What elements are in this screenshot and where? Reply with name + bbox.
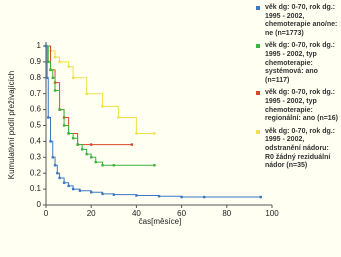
x-tick-label: 0 — [44, 209, 49, 218]
step-segment — [52, 77, 56, 91]
step-segment — [82, 148, 88, 155]
step-segment — [68, 66, 74, 78]
step-segment — [91, 191, 103, 194]
censor-marker — [130, 143, 134, 146]
step-segment — [46, 45, 48, 78]
step-segment — [73, 137, 79, 145]
step-segment — [59, 109, 65, 126]
step-segment — [136, 194, 160, 197]
y-tick-label: 0.1 — [30, 184, 42, 193]
x-axis-title: čas[měsíce] — [139, 217, 182, 226]
step-segment — [55, 164, 58, 174]
y-tick-label: 0.7 — [30, 89, 42, 98]
legend-swatch — [256, 129, 260, 134]
y-tick-label: 0.4 — [30, 137, 42, 146]
legend-label: věk dg: 0-70, rok dg.: 1995 - 2002, typ … — [265, 42, 336, 84]
legend: věk dg: 0-70, rok dg.: 1995 - 2002, chem… — [255, 4, 339, 175]
step-segment — [48, 61, 52, 70]
step-segment — [77, 144, 83, 150]
legend-entry: věk dg: 0-70, rok dg.: 1995 - 2002, chem… — [255, 4, 339, 38]
y-axis-title: Kumulativní podíl přežívajících — [7, 71, 16, 180]
step-segment — [50, 50, 56, 58]
censor-marker — [78, 189, 82, 192]
step-segment — [59, 61, 70, 67]
y-tick-label: 0.6 — [30, 105, 42, 114]
legend-swatch — [256, 6, 260, 10]
x-tick-label: 20 — [87, 209, 96, 218]
legend-entry: věk dg: 0-70, rok dg.: 1995 - 2002, odst… — [255, 128, 339, 171]
step-segment — [68, 132, 74, 139]
censor-marker — [180, 195, 183, 199]
step-segment — [50, 140, 54, 158]
x-tick-label: 40 — [132, 209, 141, 218]
x-tick-label: 80 — [222, 209, 231, 218]
y-tick-label: 0 — [37, 200, 42, 209]
step-segment — [113, 194, 137, 196]
y-tick-label: 0.9 — [30, 57, 42, 66]
legend-label: věk dg: 0-70, rok dg.: 1995 - 2002, typ … — [265, 89, 338, 123]
x-tick-label: 60 — [177, 209, 186, 218]
step-segment — [50, 69, 54, 78]
step-segment — [159, 195, 183, 198]
legend-swatch — [256, 91, 260, 96]
step-segment — [102, 105, 119, 118]
censor-marker — [71, 187, 75, 191]
step-segment — [73, 77, 88, 94]
step-segment — [86, 93, 103, 107]
y-tick-label: 1 — [37, 41, 42, 50]
censor-marker — [153, 132, 156, 135]
step-segment — [52, 156, 56, 166]
step-segment — [91, 156, 97, 163]
step-segment — [47, 77, 49, 118]
y-tick-label: 0.5 — [30, 121, 42, 130]
y-tick-label: 0.2 — [30, 168, 42, 177]
step-segment — [55, 56, 61, 62]
step-segment — [79, 190, 92, 193]
legend-entry: věk dg: 0-70, rok dg.: 1995 - 2002, typ … — [255, 89, 339, 123]
step-segment — [118, 117, 137, 134]
y-tick-label: 0.8 — [30, 73, 42, 82]
step-segment — [55, 82, 61, 110]
step-segment — [55, 90, 61, 110]
censor-marker — [259, 195, 262, 199]
step-segment — [48, 117, 52, 142]
censor-marker — [71, 76, 75, 79]
step-segment — [57, 172, 61, 178]
legend-entry: věk dg: 0-70, rok dg.: 1995 - 2002, typ … — [255, 42, 339, 85]
x-tick-label: 100 — [265, 209, 279, 218]
censor-marker — [71, 137, 75, 140]
legend-label: věk dg: 0-70, rok dg.: 1995 - 2002, chem… — [265, 4, 338, 37]
legend-label: věk dg: 0-70, rok dg.: 1995 - 2002, odst… — [265, 127, 336, 170]
censor-marker — [153, 164, 156, 167]
legend-swatch — [256, 44, 260, 49]
step-segment — [102, 193, 115, 195]
step-segment — [64, 125, 70, 134]
y-tick-label: 0.3 — [30, 152, 42, 161]
step-segment — [59, 177, 65, 183]
